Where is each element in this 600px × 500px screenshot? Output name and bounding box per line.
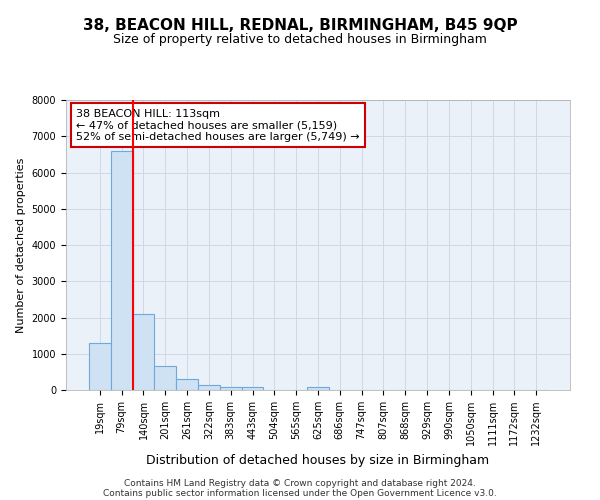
Y-axis label: Number of detached properties: Number of detached properties bbox=[16, 158, 26, 332]
Text: 38, BEACON HILL, REDNAL, BIRMINGHAM, B45 9QP: 38, BEACON HILL, REDNAL, BIRMINGHAM, B45… bbox=[83, 18, 517, 32]
Text: 38 BEACON HILL: 113sqm
← 47% of detached houses are smaller (5,159)
52% of semi-: 38 BEACON HILL: 113sqm ← 47% of detached… bbox=[76, 108, 360, 142]
X-axis label: Distribution of detached houses by size in Birmingham: Distribution of detached houses by size … bbox=[146, 454, 490, 466]
Text: Contains HM Land Registry data © Crown copyright and database right 2024.: Contains HM Land Registry data © Crown c… bbox=[124, 478, 476, 488]
Bar bbox=[242, 387, 263, 390]
Bar bbox=[176, 379, 198, 390]
Bar bbox=[220, 387, 242, 390]
Bar bbox=[133, 314, 154, 390]
Bar bbox=[307, 387, 329, 390]
Bar bbox=[111, 151, 133, 390]
Text: Contains public sector information licensed under the Open Government Licence v3: Contains public sector information licen… bbox=[103, 488, 497, 498]
Bar bbox=[89, 343, 111, 390]
Bar bbox=[198, 384, 220, 390]
Bar bbox=[154, 366, 176, 390]
Text: Size of property relative to detached houses in Birmingham: Size of property relative to detached ho… bbox=[113, 32, 487, 46]
